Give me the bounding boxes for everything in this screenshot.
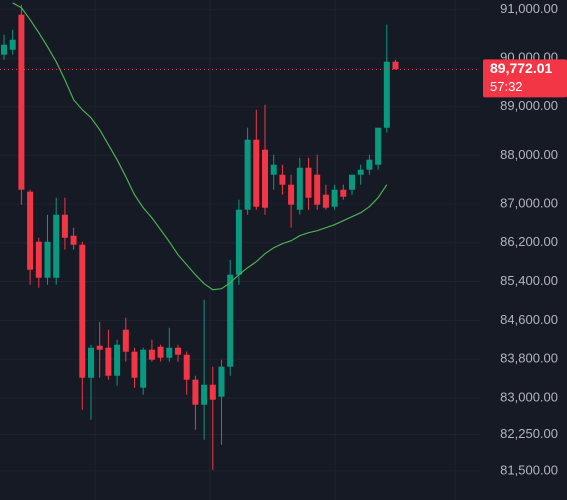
- candle-body: [235, 209, 242, 275]
- candle-body: [79, 244, 86, 378]
- candle-body: [114, 344, 121, 376]
- candle-body: [383, 61, 390, 128]
- y-tick-label: 85,400.00: [500, 273, 558, 288]
- last-price-box: [483, 59, 567, 98]
- candle-body: [175, 347, 181, 355]
- last-price-label: 89,772.01: [490, 60, 552, 76]
- candle-body: [270, 164, 277, 175]
- candle-body: [27, 191, 34, 270]
- y-tick-label: 86,200.00: [500, 234, 558, 249]
- y-tick-label: 88,000.00: [500, 147, 558, 162]
- candle-body: [392, 61, 399, 70]
- candle-body: [18, 14, 25, 190]
- candle-body: [209, 384, 216, 400]
- candle-body: [183, 354, 190, 380]
- candle-body: [35, 241, 42, 278]
- candle-body: [305, 167, 312, 198]
- y-tick-label: 84,600.00: [500, 312, 558, 327]
- candle-body: [70, 235, 77, 245]
- candle-body: [96, 345, 103, 350]
- candle-body: [279, 174, 286, 185]
- candle-body: [1, 44, 7, 55]
- candle-body: [253, 139, 260, 207]
- candle-body: [340, 189, 347, 197]
- y-tick-label: 91,000.00: [500, 1, 558, 16]
- candle-body: [140, 349, 147, 388]
- countdown: 57:32: [490, 79, 523, 94]
- candle-body: [53, 214, 60, 278]
- candle-body: [244, 139, 251, 210]
- candle-body: [322, 194, 329, 208]
- candle-body: [296, 167, 303, 210]
- candle-body: [357, 169, 364, 175]
- candle-body: [218, 366, 225, 397]
- moving-average: [12, 2, 388, 291]
- y-tick-label: 89,000.00: [500, 98, 558, 113]
- candle-body: [61, 214, 68, 238]
- candle-body: [314, 174, 321, 205]
- candle-body: [166, 347, 173, 358]
- candle-body: [375, 127, 382, 165]
- y-tick-label: 83,800.00: [500, 351, 558, 366]
- candle-body: [157, 346, 164, 358]
- candle-body: [122, 329, 129, 352]
- candle-body: [105, 347, 112, 376]
- candle-body: [131, 351, 138, 378]
- y-tick-label: 82,250.00: [500, 426, 558, 441]
- candle-body: [192, 379, 199, 405]
- candle-body: [9, 39, 16, 50]
- candle-body: [331, 189, 338, 207]
- y-tick-label: 81,500.00: [500, 462, 558, 477]
- candle-body: [44, 241, 51, 278]
- y-tick-label: 83,000.00: [500, 389, 558, 404]
- y-tick-label: 87,000.00: [500, 195, 558, 210]
- candle-body: [262, 149, 268, 208]
- candle-body: [349, 174, 355, 190]
- candle-body: [148, 349, 155, 360]
- candle-body: [227, 274, 234, 367]
- candle-body: [201, 384, 208, 405]
- candle-body: [88, 347, 94, 378]
- candle-body: [366, 159, 373, 170]
- candle-body: [288, 184, 295, 205]
